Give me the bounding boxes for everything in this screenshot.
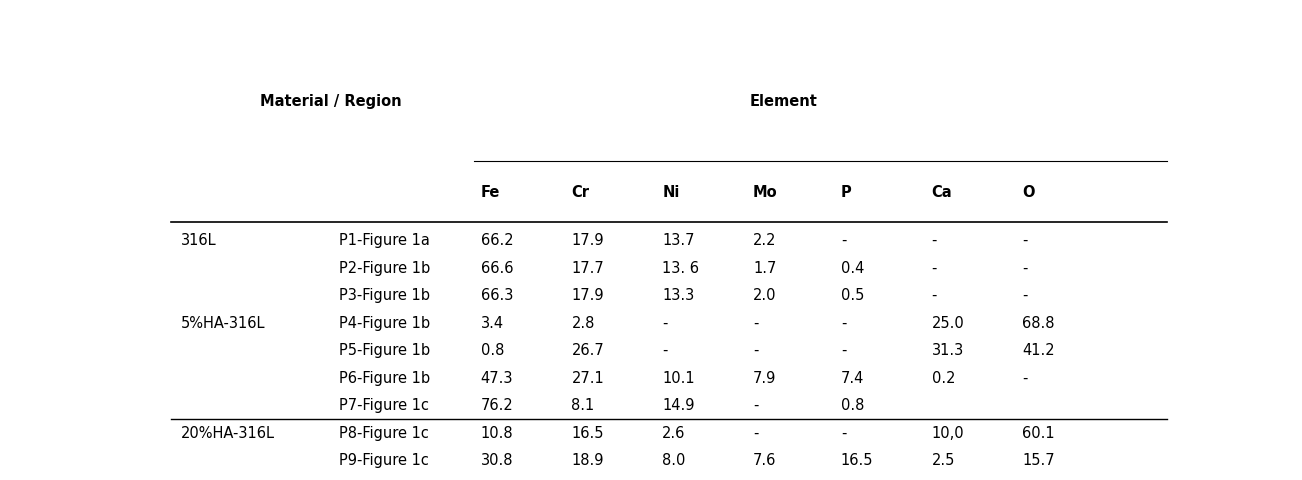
Text: 0.8: 0.8 <box>480 343 504 358</box>
Text: 13. 6: 13. 6 <box>663 261 699 276</box>
Text: Mo: Mo <box>753 185 777 200</box>
Text: -: - <box>841 316 846 331</box>
Text: 316L: 316L <box>181 233 216 248</box>
Text: -: - <box>753 426 759 441</box>
Text: P9-Figure 1c: P9-Figure 1c <box>340 453 430 468</box>
Text: -: - <box>932 288 937 303</box>
Text: 5%HA-316L: 5%HA-316L <box>181 316 266 331</box>
Text: -: - <box>932 233 937 248</box>
Text: 16.5: 16.5 <box>841 453 874 468</box>
Text: P7-Figure 1c: P7-Figure 1c <box>340 398 430 413</box>
Text: 7.6: 7.6 <box>753 453 776 468</box>
Text: 10.8: 10.8 <box>480 426 513 441</box>
Text: P6-Figure 1b: P6-Figure 1b <box>340 371 431 386</box>
Text: 17.7: 17.7 <box>572 261 604 276</box>
Text: 31.3: 31.3 <box>932 343 963 358</box>
Text: 2.6: 2.6 <box>663 426 686 441</box>
Text: 0.8: 0.8 <box>841 398 865 413</box>
Text: -: - <box>753 316 759 331</box>
Text: -: - <box>1022 261 1027 276</box>
Text: 1.7: 1.7 <box>753 261 776 276</box>
Text: O: O <box>1022 185 1035 200</box>
Text: Cr: Cr <box>572 185 590 200</box>
Text: Ni: Ni <box>663 185 680 200</box>
Text: 17.9: 17.9 <box>572 288 604 303</box>
Text: -: - <box>932 261 937 276</box>
Text: 30.8: 30.8 <box>480 453 513 468</box>
Text: P8-Figure 1c: P8-Figure 1c <box>340 426 430 441</box>
Text: 14.9: 14.9 <box>663 398 695 413</box>
Text: 26.7: 26.7 <box>572 343 604 358</box>
Text: 27.1: 27.1 <box>572 371 604 386</box>
Text: -: - <box>841 426 846 441</box>
Text: P: P <box>841 185 852 200</box>
Text: 76.2: 76.2 <box>480 398 513 413</box>
Text: 10.1: 10.1 <box>663 371 695 386</box>
Text: -: - <box>753 398 759 413</box>
Text: -: - <box>663 316 668 331</box>
Text: 7.4: 7.4 <box>841 371 865 386</box>
Text: Material / Region: Material / Region <box>260 95 401 109</box>
Text: 47.3: 47.3 <box>480 371 513 386</box>
Text: 16.5: 16.5 <box>572 426 604 441</box>
Text: 2.0: 2.0 <box>753 288 776 303</box>
Text: -: - <box>841 233 846 248</box>
Text: P1-Figure 1a: P1-Figure 1a <box>340 233 430 248</box>
Text: 66.2: 66.2 <box>480 233 513 248</box>
Text: 60.1: 60.1 <box>1022 426 1055 441</box>
Text: P4-Figure 1b: P4-Figure 1b <box>340 316 431 331</box>
Text: -: - <box>753 343 759 358</box>
Text: 7.9: 7.9 <box>753 371 776 386</box>
Text: 8.1: 8.1 <box>572 398 595 413</box>
Text: P3-Figure 1b: P3-Figure 1b <box>340 288 431 303</box>
Text: 2.8: 2.8 <box>572 316 595 331</box>
Text: Element: Element <box>750 95 818 109</box>
Text: 0.4: 0.4 <box>841 261 865 276</box>
Text: 66.6: 66.6 <box>480 261 513 276</box>
Text: 25.0: 25.0 <box>932 316 965 331</box>
Text: 66.3: 66.3 <box>480 288 513 303</box>
Text: 17.9: 17.9 <box>572 233 604 248</box>
Text: -: - <box>1022 233 1027 248</box>
Text: P2-Figure 1b: P2-Figure 1b <box>340 261 431 276</box>
Text: 18.9: 18.9 <box>572 453 604 468</box>
Text: 10,0: 10,0 <box>932 426 965 441</box>
Text: 15.7: 15.7 <box>1022 453 1055 468</box>
Text: -: - <box>841 343 846 358</box>
Text: -: - <box>1022 371 1027 386</box>
Text: 2.2: 2.2 <box>753 233 776 248</box>
Text: 0.2: 0.2 <box>932 371 956 386</box>
Text: 41.2: 41.2 <box>1022 343 1055 358</box>
Text: P5-Figure 1b: P5-Figure 1b <box>340 343 431 358</box>
Text: -: - <box>663 343 668 358</box>
Text: 68.8: 68.8 <box>1022 316 1055 331</box>
Text: 20%HA-316L: 20%HA-316L <box>181 426 275 441</box>
Text: 0.5: 0.5 <box>841 288 865 303</box>
Text: -: - <box>1022 288 1027 303</box>
Text: 13.3: 13.3 <box>663 288 694 303</box>
Text: 3.4: 3.4 <box>480 316 504 331</box>
Text: Fe: Fe <box>480 185 500 200</box>
Text: 2.5: 2.5 <box>932 453 956 468</box>
Text: Ca: Ca <box>932 185 952 200</box>
Text: 13.7: 13.7 <box>663 233 695 248</box>
Text: 8.0: 8.0 <box>663 453 686 468</box>
